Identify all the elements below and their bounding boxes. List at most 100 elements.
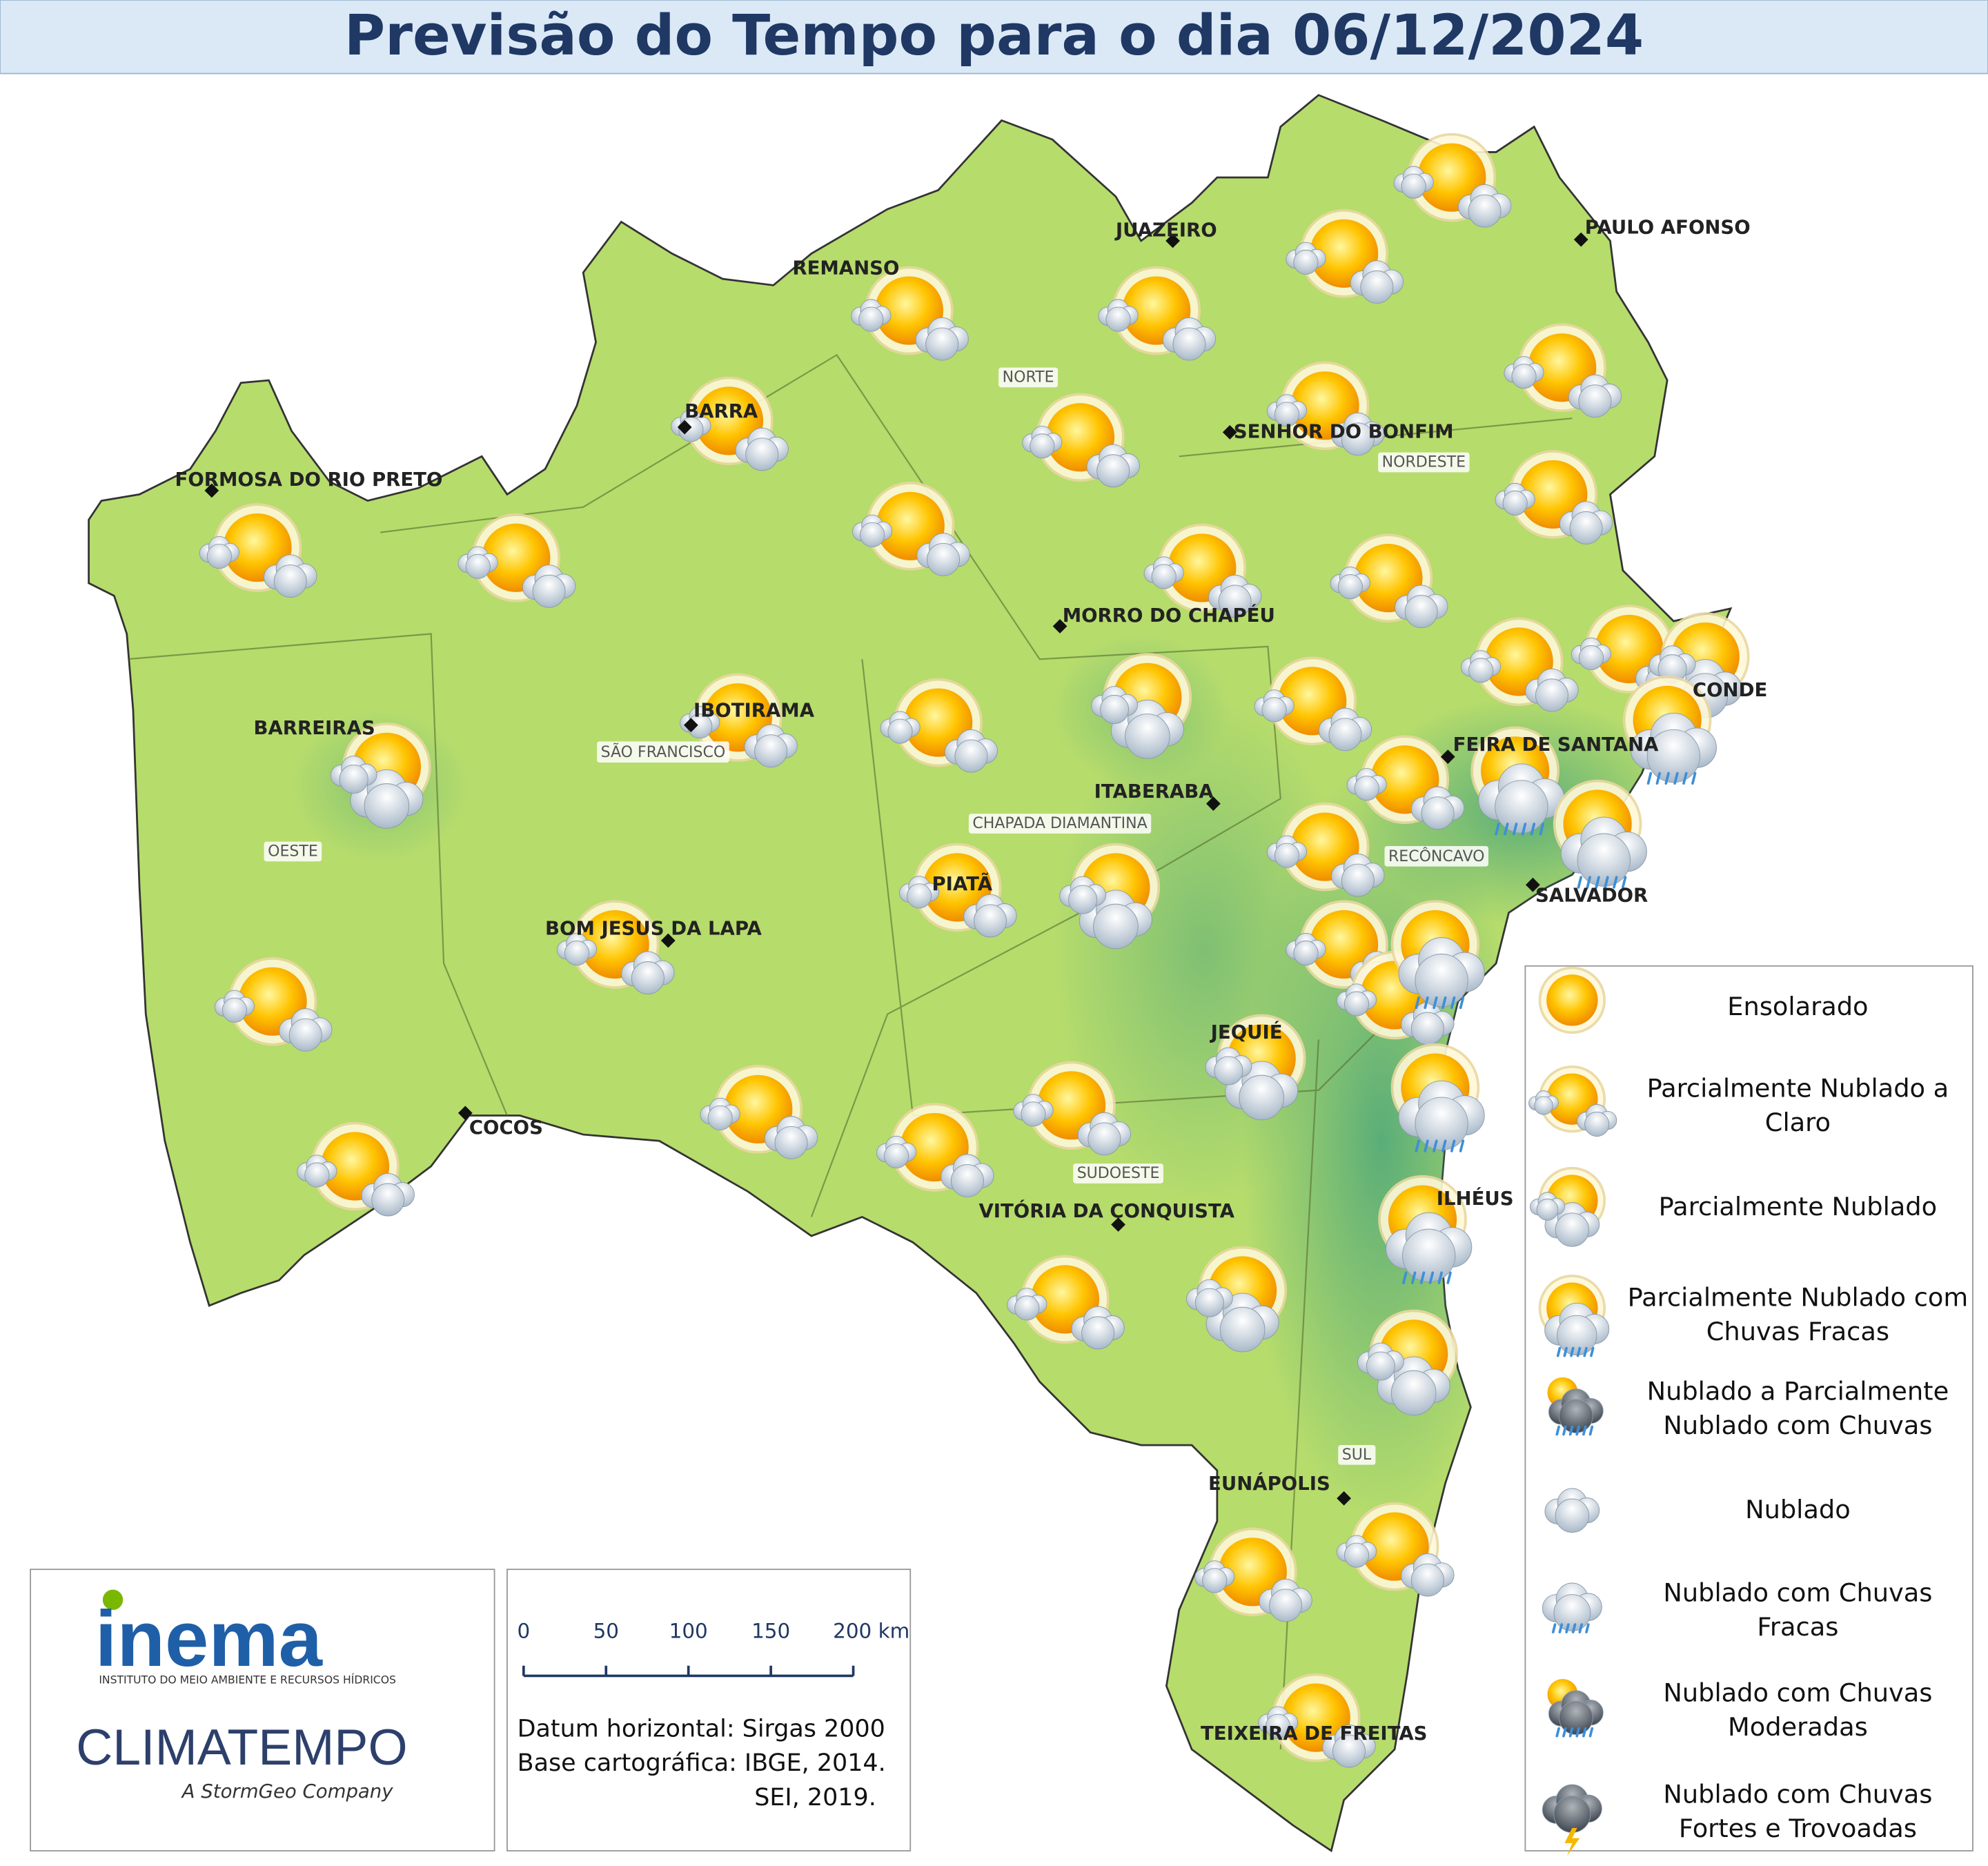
weather-icon (880, 678, 998, 773)
city-marker (204, 483, 219, 498)
city-label: VITÓRIA DA CONQUISTA (978, 1199, 1234, 1222)
rain-drop (1673, 772, 1679, 785)
rain-drop (1504, 823, 1509, 836)
rain-drop (1590, 1346, 1595, 1357)
cloud-puff (1030, 433, 1055, 459)
city-marker (1052, 619, 1067, 634)
cloud-puff (858, 306, 884, 332)
weather-icon (1390, 1043, 1485, 1152)
city-label: COCOS (469, 1117, 543, 1139)
cloud-puff (1093, 903, 1139, 950)
rain-drop (1568, 1425, 1574, 1436)
rain-drop (1539, 823, 1544, 836)
city-marker (1205, 796, 1221, 812)
rain-drop (1419, 1271, 1426, 1284)
cloud-puff (1415, 1097, 1468, 1150)
cloud-puff (1536, 1198, 1559, 1221)
cloud-puff (1021, 1101, 1046, 1127)
rain-drop (1530, 823, 1536, 836)
cloud-puff (1274, 402, 1300, 427)
rain-drop (1571, 1623, 1577, 1633)
rain-drop (1578, 1623, 1583, 1633)
weather-icon (1553, 779, 1647, 889)
cloud-puff (1415, 954, 1468, 1008)
rain-drop (1613, 876, 1618, 889)
scale-labels: 0 50 100 150 200 km (517, 1619, 909, 1642)
rain-drop (1582, 1727, 1587, 1738)
weather-icon (199, 503, 317, 598)
scale-label: 100 (669, 1619, 708, 1642)
cloud-puff (887, 718, 913, 744)
cloud-puff (1194, 1288, 1224, 1317)
cloud-puff (1293, 249, 1319, 275)
rain-drop (1521, 823, 1527, 836)
cloud-puff (1555, 1212, 1590, 1247)
logo-climatempo: CLIMATEMPO (76, 1718, 407, 1776)
rain-drop (1459, 1139, 1465, 1152)
cloud-puff (1468, 194, 1502, 228)
cloud-puff (1569, 511, 1603, 544)
cloud-puff (1218, 585, 1252, 618)
cloud-puff (1646, 729, 1701, 783)
city-label: FORMOSA DO RIO PRETO (175, 469, 443, 491)
cloud-puff (1172, 327, 1206, 361)
city-label: SENHOR DO BONFIM (1234, 420, 1454, 442)
cloud-puff (1341, 863, 1375, 897)
cloud-puff (1578, 384, 1612, 418)
rain-drop (1562, 1727, 1567, 1738)
weather-icon (671, 376, 789, 471)
rain-drop (1562, 1425, 1567, 1436)
cloud-puff (1402, 1228, 1456, 1282)
weather-icon (1622, 676, 1717, 785)
cloud-puff (1214, 1056, 1243, 1086)
cloud-puff (1577, 833, 1631, 887)
cloud-puff (974, 904, 1007, 938)
cloud-puff (1468, 658, 1494, 683)
scale-label: 150 (751, 1619, 790, 1642)
rain-drop (1576, 1346, 1582, 1357)
rain-drop (1450, 1139, 1456, 1152)
rain-drop (1565, 1623, 1570, 1633)
weather-icon (1059, 843, 1161, 950)
rain-drop (1575, 1425, 1580, 1436)
weather-icon (1393, 132, 1512, 228)
cloud-puff (1553, 1594, 1591, 1631)
weather-icon (1470, 726, 1565, 836)
cloud-puff (1390, 1370, 1437, 1416)
city-label: ITABERABA (1094, 780, 1214, 803)
weather-icon (1495, 450, 1613, 544)
rain-drop (1585, 1623, 1590, 1633)
city-label: TEIXEIRA DE FREITAS (1201, 1722, 1428, 1745)
rain-drop (1441, 1139, 1447, 1152)
city-label: BOM JESUS DA LAPA (545, 917, 762, 939)
cloud-puff (1151, 564, 1177, 589)
cloud-puff (1555, 1498, 1590, 1533)
rain-drop (1555, 1727, 1560, 1738)
cloud-puff (1328, 718, 1362, 752)
region-label: CHAPADA DIAMANTINA (972, 815, 1147, 832)
cloud-puff (1125, 714, 1170, 759)
logo-climatempo-sub: A StormGeo Company (181, 1780, 394, 1803)
cloud-puff (304, 1162, 330, 1188)
legend-label: Nublado com Chuvas (1663, 1780, 1932, 1809)
cloud-puff (1014, 1295, 1040, 1321)
lightning (1564, 1827, 1580, 1856)
city-label: JEQUIÉ (1210, 1020, 1283, 1043)
rain-drop (1428, 1271, 1435, 1284)
cloud-puff (1553, 1796, 1591, 1833)
city-label: JUAZEIRO (1114, 219, 1217, 241)
weather-icon (556, 900, 675, 995)
legend-label: Nublado com Chuvas (1663, 1678, 1932, 1708)
weather-icon (1544, 1488, 1600, 1533)
region-label-bg (264, 841, 322, 862)
weather-icon (457, 513, 576, 608)
legend-label: Parcialmente Nublado (1659, 1192, 1937, 1221)
legend-label: Chuvas Fracas (1706, 1317, 1889, 1346)
rain-drop (1555, 1425, 1560, 1436)
rain-drop (1415, 1139, 1420, 1152)
city-label: SALVADOR (1535, 885, 1648, 907)
cloud-puff (1344, 1542, 1370, 1568)
cloud-puff (1401, 173, 1426, 199)
cloud-puff (339, 764, 368, 794)
cloud-puff (1105, 306, 1131, 332)
